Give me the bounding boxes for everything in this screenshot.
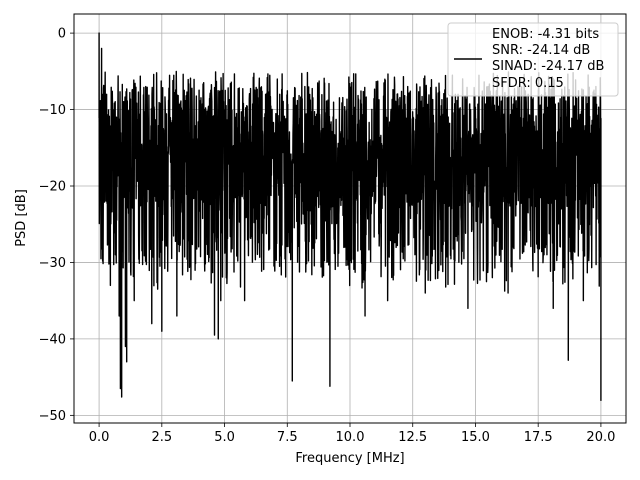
- x-tick-label: 10.0: [336, 430, 365, 445]
- y-tick-label: −30: [39, 256, 66, 271]
- psd-series: [98, 32, 602, 401]
- legend-entry-snr: SNR: -24.14 dB: [492, 43, 590, 58]
- x-axis-label: Frequency [MHz]: [295, 451, 404, 466]
- y-axis-ticks: 0 −10 −20 −30 −40 −50: [39, 27, 74, 424]
- y-tick-label: −10: [39, 103, 66, 118]
- legend-box: [447, 22, 619, 97]
- y-tick-label: −20: [39, 180, 66, 195]
- x-tick-label: 7.5: [277, 430, 298, 445]
- y-tick-label: −50: [39, 409, 66, 424]
- legend-entry-sinad: SINAD: -24.17 dB: [492, 59, 604, 74]
- y-tick-label: 0: [58, 27, 66, 42]
- x-tick-label: 0.0: [89, 430, 110, 445]
- psd-trace: [98, 32, 602, 401]
- x-tick-label: 17.5: [524, 430, 553, 445]
- legend-entry-sfdr: SFDR: 0.15: [492, 76, 564, 91]
- legend-entry-enob: ENOB: -4.31 bits: [492, 27, 599, 42]
- x-tick-label: 15.0: [461, 430, 490, 445]
- x-tick-label: 2.5: [151, 430, 172, 445]
- legend: ENOB: -4.31 bits SNR: -24.14 dB SINAD: -…: [447, 22, 619, 97]
- y-axis-label: PSD [dB]: [14, 189, 29, 247]
- x-tick-label: 12.5: [398, 430, 427, 445]
- x-tick-label: 20.0: [586, 430, 615, 445]
- x-axis-ticks: 0.0 2.5 5.0 7.5 10.0 12.5 15.0 17.5 20.0: [89, 423, 615, 445]
- y-tick-label: −40: [39, 332, 66, 347]
- x-tick-label: 5.0: [214, 430, 235, 445]
